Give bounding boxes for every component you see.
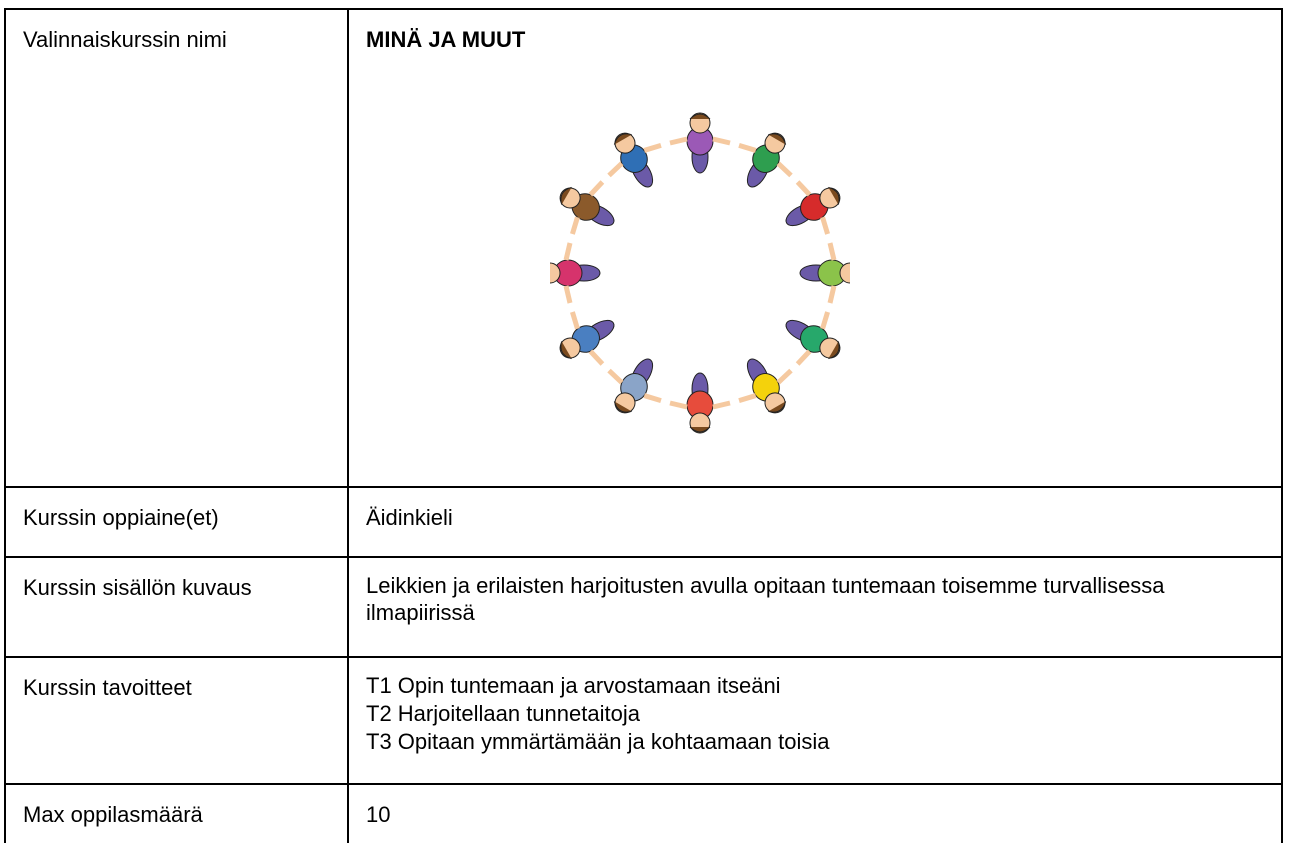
child-part: [712, 400, 731, 410]
border: [1281, 8, 1283, 843]
border: [347, 8, 349, 843]
border: [4, 783, 1283, 785]
child: [669, 372, 731, 434]
border: [4, 8, 6, 843]
child: [669, 112, 731, 174]
child-part: [768, 401, 787, 413]
child: [785, 311, 841, 366]
row-value: Äidinkieli: [366, 505, 453, 530]
child-part: [827, 285, 837, 304]
child-part: [560, 341, 572, 360]
child-part: [795, 349, 812, 366]
child: [785, 180, 841, 235]
child-part: [828, 186, 840, 205]
child-part: [607, 161, 624, 178]
child-part: [795, 180, 812, 197]
children-circle: [550, 112, 850, 434]
child-part: [776, 368, 793, 385]
illustration: [550, 112, 850, 434]
child-part: [689, 113, 711, 120]
row-label: Kurssin tavoitteet: [23, 675, 192, 700]
child-part: [669, 400, 688, 410]
child-part: [820, 216, 830, 235]
child-part: [643, 143, 662, 153]
border: [4, 656, 1283, 658]
child: [607, 358, 662, 414]
child-part: [613, 401, 632, 413]
child-part: [570, 311, 580, 330]
goal: T2 Harjoitellaan tunnetaitoja: [366, 701, 640, 726]
child: [559, 180, 615, 235]
child: [607, 132, 662, 188]
child-part: [570, 216, 580, 235]
child-part: [607, 368, 624, 385]
row-value: T1 Opin tuntemaan ja arvostamaan itseäni…: [349, 658, 1279, 756]
child-part: [768, 133, 787, 145]
child-part: [669, 136, 688, 146]
row-value: Leikkien ja erilaisten harjoitusten avul…: [366, 573, 1165, 625]
border: [4, 8, 1283, 10]
row-label: Kurssin oppiaine(et): [23, 505, 219, 530]
child-part: [613, 133, 632, 145]
child-part: [738, 393, 757, 403]
course-title: MINÄ JA MUUT: [366, 27, 526, 52]
child-part: [828, 341, 840, 360]
child-part: [563, 242, 573, 261]
child: [738, 132, 793, 188]
child-part: [738, 143, 757, 153]
border: [4, 556, 1283, 558]
child-part: [827, 242, 837, 261]
child: [550, 242, 601, 304]
row-label: Valinnaiskurssin nimi: [23, 27, 227, 52]
child-part: [820, 311, 830, 330]
child: [738, 358, 793, 414]
child-part: [563, 285, 573, 304]
child-part: [712, 136, 731, 146]
row-label: Max oppilasmäärä: [23, 802, 203, 827]
child-part: [689, 426, 711, 433]
child-part: [839, 262, 850, 284]
goal: T3 Opitaan ymmärtämään ja kohtaamaan toi…: [366, 729, 830, 754]
child: [799, 242, 850, 304]
row-value: 10: [366, 802, 391, 827]
child-part: [560, 186, 572, 205]
child-part: [643, 393, 662, 403]
child-part: [550, 262, 561, 284]
child: [559, 311, 615, 366]
child-part: [776, 161, 793, 178]
child-part: [588, 349, 605, 366]
goal: T1 Opin tuntemaan ja arvostamaan itseäni: [366, 673, 781, 698]
child-part: [588, 180, 605, 197]
row-label: Kurssin sisällön kuvaus: [23, 575, 252, 600]
border: [4, 486, 1283, 488]
